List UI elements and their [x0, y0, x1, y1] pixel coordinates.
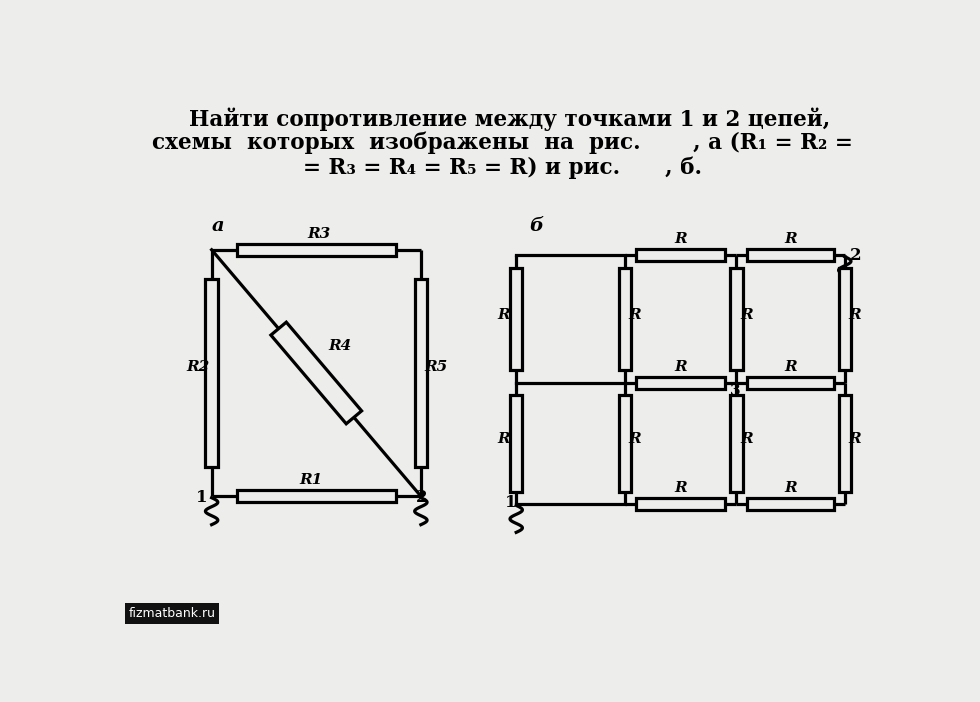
Text: R: R [784, 481, 797, 495]
Text: 1: 1 [506, 494, 516, 511]
Text: R: R [740, 432, 753, 446]
Text: R: R [784, 359, 797, 373]
Text: R5: R5 [424, 359, 448, 373]
Bar [730, 395, 743, 492]
Bar [510, 268, 522, 370]
Text: R: R [498, 432, 511, 446]
Bar [747, 498, 834, 510]
Bar [636, 377, 725, 389]
Text: R: R [674, 481, 687, 495]
Text: R: R [784, 232, 797, 246]
Bar [618, 395, 631, 492]
Bar [237, 244, 396, 256]
Bar [636, 498, 725, 510]
Bar [415, 279, 427, 467]
Bar [237, 490, 396, 503]
Bar [636, 249, 725, 261]
Bar [618, 268, 631, 370]
Text: a: a [212, 216, 224, 234]
Bar [747, 249, 834, 261]
Text: R: R [628, 432, 641, 446]
Text: R1: R1 [299, 473, 322, 487]
Text: R: R [849, 432, 861, 446]
Bar [510, 395, 522, 492]
Text: R: R [628, 308, 641, 322]
Bar [839, 395, 851, 492]
Text: R: R [740, 308, 753, 322]
Bar [206, 279, 218, 467]
Text: R: R [849, 308, 861, 322]
Text: R2: R2 [186, 359, 210, 373]
Text: = R₃ = R₄ = R₅ = R) и рис.      , б.: = R₃ = R₄ = R₅ = R) и рис. , б. [303, 157, 702, 179]
Bar [730, 268, 743, 370]
Text: fizmatbank.ru: fizmatbank.ru [128, 607, 216, 620]
Text: R: R [674, 232, 687, 246]
Text: 1: 1 [196, 489, 208, 505]
Text: б: б [529, 216, 544, 234]
Text: Найти сопротивление между точками 1 и 2 цепей,: Найти сопротивление между точками 1 и 2 … [174, 107, 830, 131]
Bar [747, 377, 834, 389]
Text: R: R [674, 359, 687, 373]
Text: схемы  которых  изображены  на  рис.       , а (R₁ = R₂ =: схемы которых изображены на рис. , а (R₁… [152, 132, 853, 154]
Text: R4: R4 [328, 339, 351, 353]
Bar [839, 268, 851, 370]
Text: 2: 2 [850, 247, 861, 264]
Text: R: R [498, 308, 511, 322]
Polygon shape [270, 322, 362, 424]
Text: R3: R3 [307, 227, 330, 241]
Text: 3: 3 [730, 384, 741, 398]
Text: 2: 2 [416, 489, 428, 505]
